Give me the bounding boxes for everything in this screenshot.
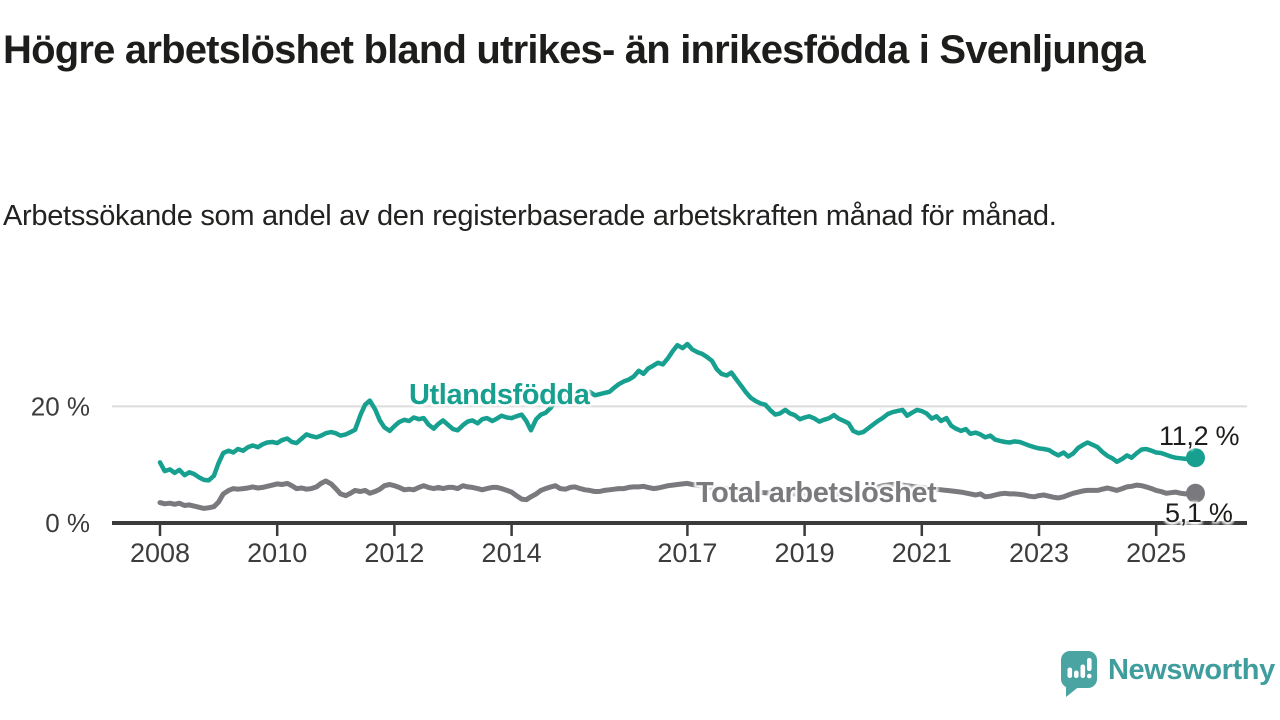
series-line-utlandsfodda [157,341,1198,483]
y-axis-label-20: 20 % [31,391,90,421]
series-line-total-arbetsloshet [157,478,1198,511]
x-tick-label-2012: 2012 [364,538,424,568]
newsworthy-bubble-chart-icon [1061,651,1097,697]
x-tick-label-2025: 2025 [1126,538,1186,568]
x-tick-label-2019: 2019 [775,538,835,568]
series-label-utlandsfodda: Utlandsfödda [409,379,590,411]
x-tick-label-2008: 2008 [130,538,190,568]
x-tick-label-2014: 2014 [482,538,542,568]
y-axis-label-0: 0 % [45,508,90,538]
chart-subtitle: Arbetssökande som andel av den registerb… [3,200,1057,232]
end-dot-total-arbetsloshet [1185,483,1205,503]
end-value-label-total: 5,1 % [1165,498,1233,528]
x-tick-label-2021: 2021 [892,538,952,568]
x-tick-label-2010: 2010 [247,538,307,568]
x-tick-label-2023: 2023 [1009,538,1069,568]
x-tick-label-2017: 2017 [657,538,717,568]
chart-title: Högre arbetslöshet bland utrikes- än inr… [3,28,1146,72]
newsworthy-wordmark: Newsworthy [1108,654,1275,686]
end-dot-utlandsfodda [1185,448,1205,468]
series-label-total-arbetsloshet: Total arbetslöshet [696,477,937,509]
newsworthy-logo: Newsworthy [1059,650,1275,700]
end-value-label-utlandsfodda: 11,2 % [1159,421,1240,451]
